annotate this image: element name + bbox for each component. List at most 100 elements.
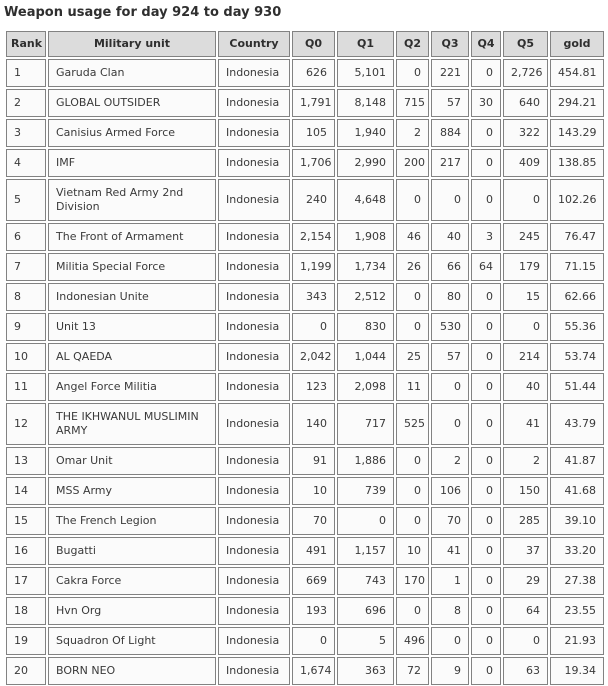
cell-q5: 40 (503, 373, 548, 401)
cell-rank: 5 (6, 179, 46, 221)
cell-country: Indonesia (218, 223, 290, 251)
cell-q5: 0 (503, 179, 548, 221)
cell-q2: 0 (396, 507, 429, 535)
cell-q0: 1,706 (292, 149, 335, 177)
cell-country: Indonesia (218, 477, 290, 505)
cell-rank: 14 (6, 477, 46, 505)
table-row: 20 BORN NEO Indonesia 1,674 363 72 9 0 63 19.34 (6, 657, 604, 685)
cell-rank: 20 (6, 657, 46, 685)
cell-q3: 530 (431, 313, 469, 341)
cell-q4: 0 (471, 657, 501, 685)
cell-q3: 217 (431, 149, 469, 177)
column-header-rank: Rank (6, 31, 46, 57)
cell-q2: 0 (396, 59, 429, 87)
cell-rank: 11 (6, 373, 46, 401)
table-row: 16 Bugatti Indonesia 491 1,157 10 41 0 37 33.20 (6, 537, 604, 565)
cell-gold: 19.34 (550, 657, 604, 685)
cell-q5: 0 (503, 627, 548, 655)
cell-q1: 363 (337, 657, 394, 685)
cell-q4: 0 (471, 373, 501, 401)
table-row: 5 Vietnam Red Army 2nd Division Indonesia 2… (6, 179, 604, 221)
cell-q5: 179 (503, 253, 548, 281)
weapon-usage-table: Rank Military unit Country Q0 Q1 Q2 Q3 Q4 Q5 gold… (4, 29, 606, 686)
cell-q5: 322 (503, 119, 548, 147)
cell-military-unit: GLOBAL OUTSIDER (48, 89, 216, 117)
cell-military-unit: MSS Army (48, 477, 216, 505)
cell-q5: 640 (503, 89, 548, 117)
cell-q0: 1,674 (292, 657, 335, 685)
cell-q1: 830 (337, 313, 394, 341)
cell-gold: 51.44 (550, 373, 604, 401)
cell-country: Indonesia (218, 597, 290, 625)
cell-q5: 2,726 (503, 59, 548, 87)
cell-country: Indonesia (218, 149, 290, 177)
cell-q3: 9 (431, 657, 469, 685)
column-header-q4: Q4 (471, 31, 501, 57)
cell-q0: 91 (292, 447, 335, 475)
cell-q2: 0 (396, 283, 429, 311)
cell-rank: 13 (6, 447, 46, 475)
cell-q0: 193 (292, 597, 335, 625)
cell-rank: 17 (6, 567, 46, 595)
cell-q5: 285 (503, 507, 548, 535)
cell-q1: 8,148 (337, 89, 394, 117)
cell-military-unit: AL QAEDA (48, 343, 216, 371)
cell-q0: 1,199 (292, 253, 335, 281)
cell-q4: 3 (471, 223, 501, 251)
cell-q4: 0 (471, 403, 501, 445)
cell-gold: 454.81 (550, 59, 604, 87)
cell-q3: 221 (431, 59, 469, 87)
table-row: 9 Unit 13 Indonesia 0 830 0 530 0 0 55.36 (6, 313, 604, 341)
cell-q1: 1,908 (337, 223, 394, 251)
cell-q2: 496 (396, 627, 429, 655)
cell-q2: 0 (396, 447, 429, 475)
cell-q4: 0 (471, 59, 501, 87)
cell-q2: 26 (396, 253, 429, 281)
cell-rank: 2 (6, 89, 46, 117)
cell-country: Indonesia (218, 447, 290, 475)
table-row: 8 Indonesian Unite Indonesia 343 2,512 0 80 0 15… (6, 283, 604, 311)
cell-q2: 46 (396, 223, 429, 251)
cell-q1: 717 (337, 403, 394, 445)
cell-gold: 55.36 (550, 313, 604, 341)
cell-rank: 12 (6, 403, 46, 445)
cell-rank: 6 (6, 223, 46, 251)
cell-q0: 140 (292, 403, 335, 445)
cell-rank: 15 (6, 507, 46, 535)
cell-q0: 2,154 (292, 223, 335, 251)
cell-country: Indonesia (218, 89, 290, 117)
cell-rank: 7 (6, 253, 46, 281)
cell-q1: 4,648 (337, 179, 394, 221)
cell-q2: 10 (396, 537, 429, 565)
cell-q3: 0 (431, 179, 469, 221)
cell-q0: 0 (292, 313, 335, 341)
cell-gold: 21.93 (550, 627, 604, 655)
cell-gold: 41.68 (550, 477, 604, 505)
cell-q3: 80 (431, 283, 469, 311)
page-title: Weapon usage for day 924 to day 930 (4, 5, 282, 20)
table-header-row: Rank Military unit Country Q0 Q1 Q2 Q3 Q4 Q5 gold (6, 31, 604, 57)
column-header-military-unit: Military unit (48, 31, 216, 57)
cell-q1: 5,101 (337, 59, 394, 87)
cell-q3: 66 (431, 253, 469, 281)
cell-q4: 0 (471, 567, 501, 595)
cell-q4: 0 (471, 343, 501, 371)
table-row: 18 Hvn Org Indonesia 193 696 0 8 0 64 23.55 (6, 597, 604, 625)
cell-military-unit: Garuda Clan (48, 59, 216, 87)
cell-gold: 71.15 (550, 253, 604, 281)
cell-q5: 64 (503, 597, 548, 625)
cell-military-unit: Hvn Org (48, 597, 216, 625)
cell-q4: 0 (471, 537, 501, 565)
cell-q3: 0 (431, 627, 469, 655)
cell-q4: 64 (471, 253, 501, 281)
cell-gold: 27.38 (550, 567, 604, 595)
table-row: 13 Omar Unit Indonesia 91 1,886 0 2 0 2 41.87 (6, 447, 604, 475)
cell-country: Indonesia (218, 313, 290, 341)
cell-q1: 1,157 (337, 537, 394, 565)
cell-q1: 2,098 (337, 373, 394, 401)
cell-q3: 106 (431, 477, 469, 505)
cell-q1: 743 (337, 567, 394, 595)
cell-q4: 30 (471, 89, 501, 117)
cell-military-unit: The Front of Armament (48, 223, 216, 251)
